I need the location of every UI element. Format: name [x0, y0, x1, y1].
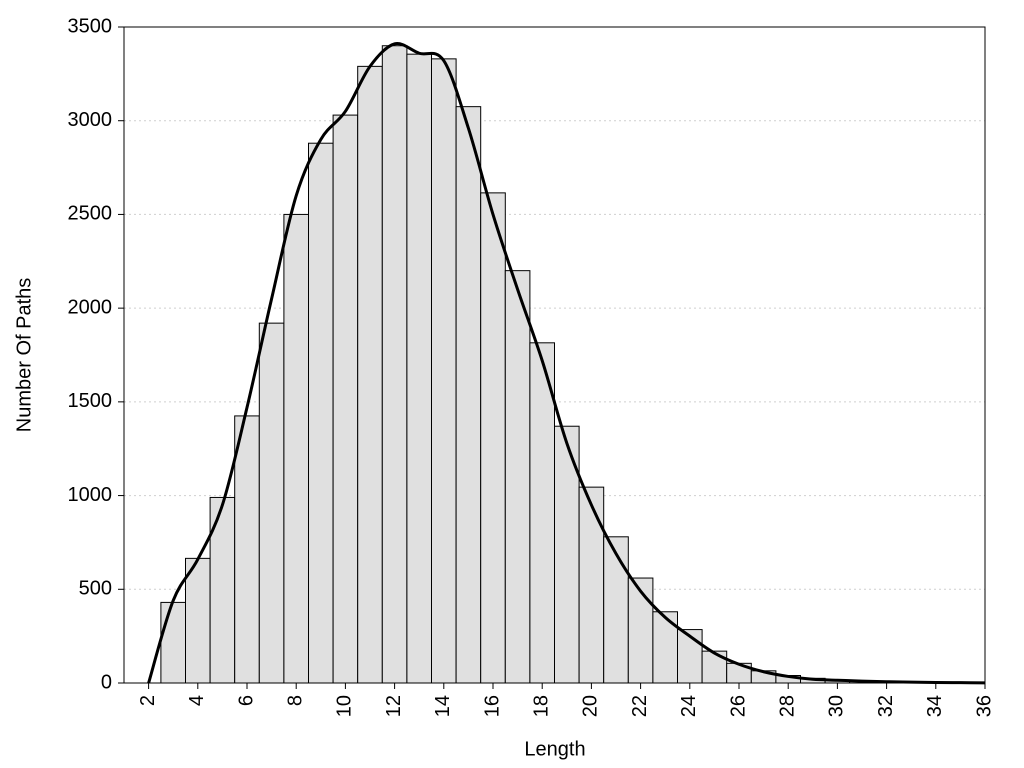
x-tick-label: 22: [629, 695, 651, 717]
x-tick-label: 20: [580, 695, 602, 717]
y-tick-label: 1500: [68, 390, 113, 412]
plot-frame: [123, 26, 986, 684]
bar: [406, 53, 432, 684]
x-tick-label: 18: [530, 695, 552, 717]
bar: [480, 192, 506, 684]
x-tick-label: 32: [875, 695, 897, 717]
bar: [357, 65, 383, 684]
bar: [627, 577, 654, 684]
bar: [160, 601, 186, 684]
bar: [332, 114, 359, 684]
bar: [578, 486, 605, 684]
bar: [308, 142, 334, 684]
bar: [185, 557, 211, 684]
x-tick-label: 6: [235, 695, 257, 706]
x-tick-label: 26: [727, 695, 749, 717]
x-axis-label: Length: [524, 738, 585, 760]
bar: [455, 106, 482, 684]
y-tick-label: 1000: [68, 484, 113, 506]
bar: [431, 58, 457, 684]
x-tick-label: 14: [432, 695, 454, 717]
x-tick-label: 10: [334, 695, 356, 717]
x-tick-label: 28: [776, 695, 798, 717]
y-axis-label: Number Of Paths: [13, 278, 35, 433]
x-tick-label: 4: [186, 695, 208, 706]
x-tick-label: 2: [137, 695, 159, 706]
x-tick-label: 12: [383, 695, 405, 717]
bar: [603, 536, 629, 684]
x-tick-label: 30: [826, 695, 848, 717]
x-tick-label: 8: [284, 695, 306, 706]
x-tick-label: 16: [481, 695, 503, 717]
y-tick-label: 2500: [68, 203, 113, 225]
bar: [504, 270, 531, 684]
bar: [283, 213, 309, 684]
density-curve: [147, 42, 986, 685]
y-tick-label: 3500: [68, 15, 113, 37]
bar: [258, 322, 285, 684]
y-tick-label: 500: [79, 578, 112, 600]
y-tick-label: 0: [101, 671, 112, 693]
y-tick-label: 2000: [68, 296, 113, 318]
x-tick-label: 36: [973, 695, 995, 717]
x-tick-label: 34: [924, 695, 946, 717]
bar: [234, 415, 260, 684]
bar: [652, 611, 679, 684]
y-tick-label: 3000: [68, 109, 113, 131]
bar: [381, 45, 408, 684]
x-tick-label: 24: [678, 695, 700, 717]
